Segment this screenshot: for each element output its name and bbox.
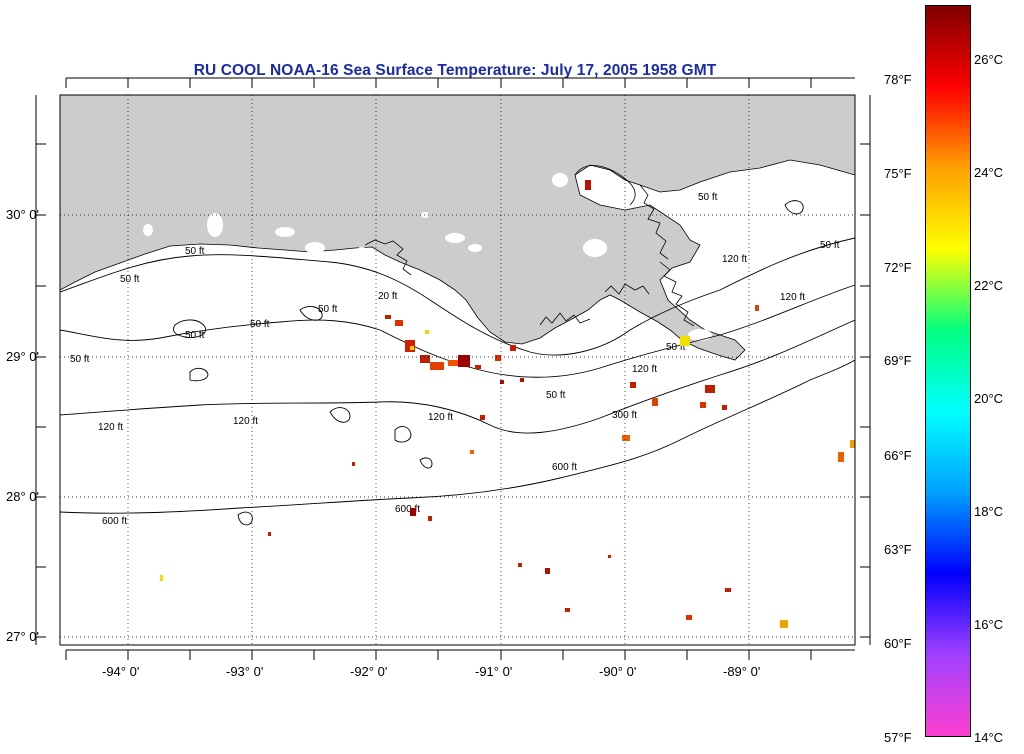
contour-label: 50 ft	[820, 240, 840, 251]
lat-label: 29° 0'	[6, 349, 39, 364]
colorbar-f-label: 63°F	[884, 542, 912, 557]
colorbar-c-label: 20°C	[974, 391, 1004, 406]
inland-lakes	[143, 173, 712, 341]
axis-ticks	[35, 77, 871, 660]
lon-label: -89° 0'	[723, 664, 761, 679]
contour-label: 50 ft	[318, 304, 338, 315]
colorbar-f-label: 57°F	[884, 730, 912, 745]
colorbar-f-label: 72°F	[884, 260, 912, 275]
colorbar-c-label: 18°C	[974, 504, 1004, 519]
bathymetry-contours	[59, 200, 856, 526]
contour-label: 50 ft	[70, 354, 90, 365]
contour-labels: 50 ft 50 ft 20 ft 50 ft 50 ft 50 ft 120 …	[70, 192, 840, 527]
colorbar-f-label: 66°F	[884, 448, 912, 463]
lat-label: 30° 0'	[6, 207, 39, 222]
contour-label: 50 ft	[698, 192, 718, 203]
colorbar-f-label: 75°F	[884, 166, 912, 181]
colorbar-f-label: 69°F	[884, 353, 912, 368]
temperature-colorbar	[925, 5, 971, 737]
colorbar-f-label: 60°F	[884, 636, 912, 651]
contour-label: 600 ft	[102, 516, 127, 527]
contour-label: 120 ft	[780, 292, 805, 303]
graticule	[60, 95, 855, 645]
contour-label: 120 ft	[722, 254, 747, 265]
contour-label: 120 ft	[233, 416, 258, 427]
contour-label: 50 ft	[546, 390, 566, 401]
contour-label: 120 ft	[428, 412, 453, 423]
lon-label: -92° 0'	[350, 664, 388, 679]
lon-label: -93° 0'	[226, 664, 264, 679]
lon-label: -91° 0'	[475, 664, 513, 679]
contour-label: 120 ft	[98, 422, 123, 433]
contour-label: 300 ft	[612, 410, 637, 421]
lon-label: -94° 0'	[102, 664, 140, 679]
contour-label: 50 ft	[185, 246, 205, 257]
lon-label: -90° 0'	[599, 664, 637, 679]
contour-label: 50 ft	[120, 274, 140, 285]
lat-label: 27° 0'	[6, 629, 39, 644]
colorbar-f-label: 78°F	[884, 72, 912, 87]
colorbar-c-label: 26°C	[974, 52, 1004, 67]
colorbar-c-label: 22°C	[974, 278, 1004, 293]
map-frame	[59, 94, 856, 646]
map-title: RU COOL NOAA-16 Sea Surface Temperature:…	[193, 62, 717, 79]
lat-label: 28° 0'	[6, 489, 39, 504]
contour-label: 600 ft	[395, 504, 420, 515]
contour-label: 50 ft	[666, 342, 686, 353]
colorbar-c-label: 16°C	[974, 617, 1004, 632]
sst-pixels	[160, 180, 855, 628]
contour-label: 50 ft	[250, 319, 270, 330]
colorbar-c-label: 24°C	[974, 165, 1004, 180]
colorbar-c-label: 14°C	[974, 730, 1004, 745]
contour-label: 120 ft	[632, 364, 657, 375]
contour-label: 600 ft	[552, 462, 577, 473]
contour-label: 20 ft	[378, 291, 398, 302]
contour-label: 50 ft	[185, 330, 205, 341]
